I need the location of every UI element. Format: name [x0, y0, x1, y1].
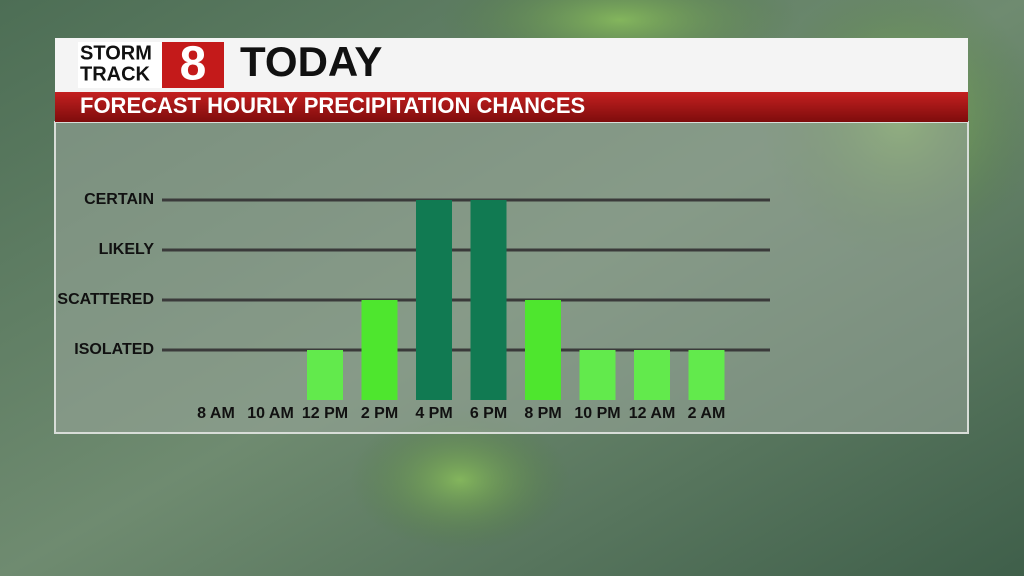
- chart-subtitle: FORECAST HOURLY PRECIPITATION CHANCES: [80, 93, 585, 118]
- x-tick-label: 10 PM: [574, 405, 620, 422]
- bar: [470, 200, 507, 400]
- x-tick-label: 4 PM: [415, 405, 452, 422]
- logo-badge: [162, 42, 224, 88]
- y-tick-label: CERTAIN: [84, 191, 154, 208]
- bar: [579, 350, 616, 400]
- logo-text: TRACK: [80, 63, 151, 85]
- x-tick-label: 8 AM: [197, 405, 235, 422]
- x-tick-label: 2 PM: [361, 405, 398, 422]
- bar: [634, 350, 670, 400]
- x-tick-label: 2 AM: [688, 405, 726, 422]
- x-tick-label: 6 PM: [470, 405, 507, 422]
- logo-number: 8: [180, 38, 207, 91]
- bar: [416, 200, 452, 400]
- x-tick-label: 8 PM: [524, 405, 561, 422]
- chart-title: TODAY: [240, 38, 382, 85]
- x-tick-label: 12 PM: [302, 405, 348, 422]
- bar: [307, 350, 343, 400]
- x-tick-label: 12 AM: [629, 405, 676, 422]
- y-tick-label: ISOLATED: [74, 341, 154, 358]
- bar: [361, 300, 398, 400]
- bar: [688, 350, 725, 400]
- y-tick-label: LIKELY: [99, 241, 155, 258]
- y-tick-label: SCATTERED: [57, 291, 154, 308]
- leaf: [350, 410, 570, 550]
- subtitle-bar: [55, 92, 968, 122]
- logo-text: STORM: [80, 42, 152, 64]
- x-tick-label: 10 AM: [247, 405, 294, 422]
- chart-panel: [54, 121, 969, 434]
- bar: [525, 300, 561, 400]
